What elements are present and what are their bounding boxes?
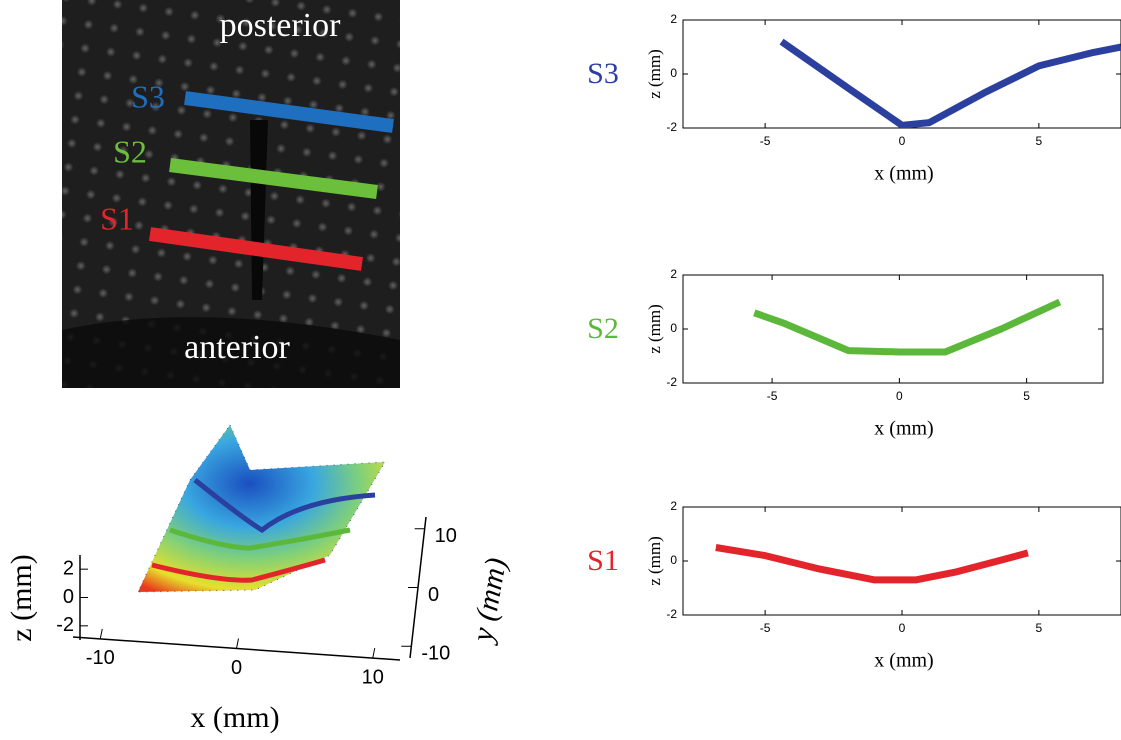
photo-label: anterior xyxy=(184,329,290,366)
axes-box xyxy=(683,507,1121,615)
series-label: S3 xyxy=(587,57,619,90)
x-tick-label: 5 xyxy=(1036,621,1043,635)
y-tick-label: 10 xyxy=(435,525,457,547)
axes-box xyxy=(683,275,1103,383)
y-tick-label: 0 xyxy=(670,553,677,567)
series-label: S1 xyxy=(587,544,619,577)
y-axis-label: z (mm) xyxy=(645,536,664,586)
data-line xyxy=(716,548,1028,580)
z-tick-label: 2 xyxy=(63,557,74,579)
y-tick-label: -2 xyxy=(666,120,677,134)
x-tick-label: -5 xyxy=(760,621,771,635)
x-tick xyxy=(237,639,239,649)
z-tick-label: -2 xyxy=(56,614,74,636)
section-label: S1 xyxy=(100,200,134,236)
x-tick-label: -5 xyxy=(760,134,771,148)
photo-label: posterior xyxy=(220,7,342,44)
y-tick-label: 2 xyxy=(670,267,677,281)
section-label: S3 xyxy=(131,78,165,114)
y-axis-label: z (mm) xyxy=(645,49,664,99)
data-line xyxy=(782,42,1121,126)
y-tick-label: -2 xyxy=(666,607,677,621)
section-label: S2 xyxy=(113,133,147,169)
x-tick-label: 5 xyxy=(1023,389,1030,403)
x-tick-label: 0 xyxy=(899,134,906,148)
y-axis-label: y (mm) xyxy=(465,555,513,647)
x-tick xyxy=(100,629,102,639)
z-axis-label: z (mm) xyxy=(5,554,38,641)
y-tick-label: 2 xyxy=(670,12,677,26)
series-label: S2 xyxy=(587,312,619,345)
data-line xyxy=(754,302,1059,352)
y-tick-label: 0 xyxy=(428,584,439,606)
axes-box xyxy=(683,20,1121,128)
y-tick-label: 2 xyxy=(670,499,677,513)
figure: posterior anterior S3 S2 S1 -2 0 2 -5 0 5 x (mm) z… xyxy=(0,0,1121,740)
y-axis-label: z (mm) xyxy=(645,304,664,354)
z-tick-label: 0 xyxy=(63,586,74,608)
surface xyxy=(138,425,385,592)
y-tick-label: -2 xyxy=(666,375,677,389)
x-axis-label: x (mm) xyxy=(190,701,279,734)
x-tick-label: 0 xyxy=(896,389,903,403)
y-tick-label: 0 xyxy=(670,321,677,335)
y-tick-label: 0 xyxy=(670,66,677,80)
x-tick-label: 0 xyxy=(231,657,242,679)
y-tick-label: -10 xyxy=(421,643,450,665)
x-axis-label: x (mm) xyxy=(874,650,933,672)
figure-canvas: posterior anterior S3 S2 S1 -2 0 2 -5 0 5 x (mm) z… xyxy=(0,0,1121,740)
x-axis-label: x (mm) xyxy=(874,418,933,440)
x-axis-label: x (mm) xyxy=(874,163,933,185)
x-tick-label: -5 xyxy=(767,389,778,403)
x-tick-label: 5 xyxy=(1036,134,1043,148)
x-tick xyxy=(373,648,375,658)
x-tick-label: -10 xyxy=(86,647,115,669)
x-tick-label: 10 xyxy=(362,666,384,688)
x-tick-label: 0 xyxy=(899,621,906,635)
